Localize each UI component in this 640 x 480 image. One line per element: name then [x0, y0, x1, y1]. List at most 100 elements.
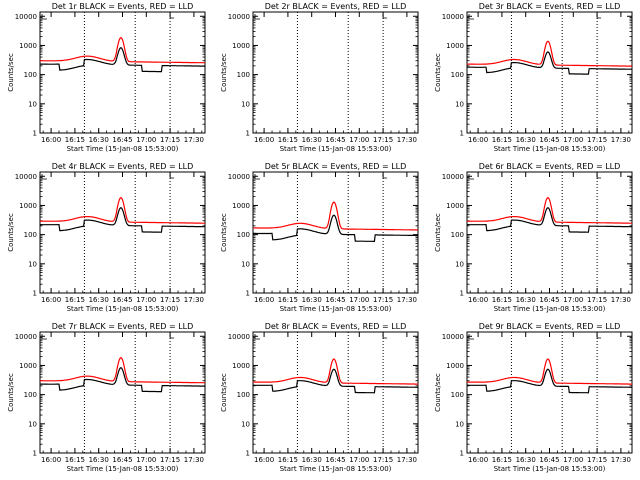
x-tick-label: 17:30	[184, 296, 204, 304]
y-tick-label: 10	[455, 420, 464, 428]
x-axis-title: Start Time (15-Jan-08 15:53:00)	[494, 465, 606, 473]
x-tick-label: 16:00	[254, 456, 274, 464]
x-tick-label: 16:45	[539, 296, 559, 304]
chart-panel-8: Det 8r BLACK = Events, RED = LLD 1 10 100 10…	[220, 322, 419, 473]
y-axis-title: Counts/sec	[434, 213, 442, 252]
flag-marker	[41, 174, 47, 180]
x-tick-label: 17:30	[397, 456, 417, 464]
y-tick-label: 10	[455, 260, 464, 268]
x-tick-label: 17:00	[349, 456, 369, 464]
flag-marker	[169, 334, 175, 339]
y-tick-label: 1000	[232, 202, 250, 210]
x-tick-label: 16:30	[302, 296, 322, 304]
x-tick-label: 17:15	[587, 456, 607, 464]
x-tick-label: 17:15	[160, 456, 180, 464]
lld-series-line	[40, 356, 205, 384]
y-tick-label: 1	[246, 130, 250, 138]
x-tick-label: 16:15	[65, 136, 85, 144]
x-tick-label: 17:15	[373, 296, 393, 304]
plot-frame	[39, 331, 206, 454]
x-tick-label: 17:15	[160, 136, 180, 144]
flag-marker	[169, 174, 175, 179]
y-tick-label: 100	[24, 391, 37, 399]
y-tick-label: 1000	[446, 362, 464, 370]
events-series-line	[467, 206, 632, 233]
y-tick-label: 10000	[15, 333, 37, 341]
x-tick-label: 16:45	[112, 456, 132, 464]
chart-panel-2: Det 2r BLACK = Events, RED = LLD 1 10 100 10…	[220, 2, 419, 153]
y-tick-label: 10000	[15, 13, 37, 21]
events-series-line	[467, 51, 632, 75]
y-tick-label: 100	[237, 391, 250, 399]
plot-frame	[39, 171, 206, 294]
y-tick-label: 1	[33, 450, 37, 458]
x-tick-label: 16:45	[325, 296, 345, 304]
x-tick-label: 16:30	[302, 456, 322, 464]
y-tick-label: 10000	[442, 13, 464, 21]
x-tick-label: 17:15	[587, 136, 607, 144]
lld-series-line	[466, 358, 632, 385]
x-axis-title: Start Time (15-Jan-08 15:53:00)	[280, 305, 392, 313]
y-tick-label: 10000	[228, 333, 250, 341]
x-tick-label: 17:00	[563, 456, 583, 464]
x-axis-title: Start Time (15-Jan-08 15:53:00)	[494, 305, 606, 313]
panel-title: Det 5r BLACK = Events, RED = LLD	[265, 162, 407, 171]
y-tick-label: 100	[24, 71, 37, 79]
y-tick-label: 1	[460, 450, 464, 458]
x-tick-label: 16:15	[278, 456, 298, 464]
y-tick-label: 1	[460, 290, 464, 298]
y-tick-label: 1	[33, 130, 37, 138]
plot-frame	[252, 171, 419, 294]
lld-series-line	[40, 36, 205, 64]
flag-marker	[382, 174, 388, 179]
flag-marker	[254, 14, 260, 20]
y-tick-label: 10	[28, 100, 37, 108]
x-tick-label: 17:30	[184, 136, 204, 144]
y-tick-label: 10000	[228, 173, 250, 181]
y-tick-label: 1000	[232, 42, 250, 50]
lld-series-line	[467, 40, 632, 67]
x-axis-title: Start Time (15-Jan-08 15:53:00)	[67, 145, 179, 153]
x-tick-label: 16:30	[516, 136, 536, 144]
chart-panel-1: Det 1r BLACK = Events, RED = LLD 1 10 100 10…	[7, 2, 206, 153]
x-tick-label: 16:45	[539, 456, 559, 464]
events-series-line	[253, 214, 418, 242]
chart-panel-7: Det 7r BLACK = Events, RED = LLD 1 10 100 10…	[7, 322, 206, 473]
x-tick-label: 17:30	[397, 296, 417, 304]
x-tick-label: 17:15	[373, 136, 393, 144]
x-tick-label: 16:00	[254, 136, 274, 144]
x-tick-label: 17:15	[587, 296, 607, 304]
y-tick-label: 10	[28, 260, 37, 268]
y-tick-label: 1	[460, 130, 464, 138]
x-tick-label: 17:30	[611, 296, 631, 304]
x-tick-label: 16:15	[65, 296, 85, 304]
chart-panel-4: Det 4r BLACK = Events, RED = LLD 1 10 100 10…	[7, 162, 206, 313]
x-tick-label: 16:00	[468, 296, 488, 304]
y-tick-label: 10	[241, 100, 250, 108]
lld-series-line	[467, 196, 632, 224]
y-tick-label: 10	[455, 100, 464, 108]
events-series-line	[40, 366, 205, 393]
x-tick-label: 16:45	[112, 136, 132, 144]
x-tick-label: 16:15	[492, 456, 512, 464]
flag-marker	[41, 14, 47, 20]
plot-frame	[466, 171, 633, 294]
panel-title: Det 6r BLACK = Events, RED = LLD	[479, 162, 621, 171]
x-axis-title: Start Time (15-Jan-08 15:53:00)	[280, 465, 392, 473]
panel-title: Det 4r BLACK = Events, RED = LLD	[52, 162, 194, 171]
flag-marker	[169, 14, 175, 19]
x-tick-label: 16:45	[539, 136, 559, 144]
y-tick-label: 10	[28, 420, 37, 428]
y-tick-label: 100	[451, 391, 464, 399]
x-tick-label: 16:00	[254, 296, 274, 304]
y-tick-label: 10	[241, 420, 250, 428]
x-tick-label: 16:30	[89, 456, 109, 464]
flag-marker	[468, 174, 474, 180]
x-tick-label: 16:00	[41, 456, 61, 464]
y-tick-label: 10	[241, 260, 250, 268]
panel-title: Det 8r BLACK = Events, RED = LLD	[265, 322, 407, 331]
x-tick-label: 16:00	[468, 456, 488, 464]
x-tick-label: 17:00	[563, 296, 583, 304]
flag-marker	[596, 334, 602, 339]
